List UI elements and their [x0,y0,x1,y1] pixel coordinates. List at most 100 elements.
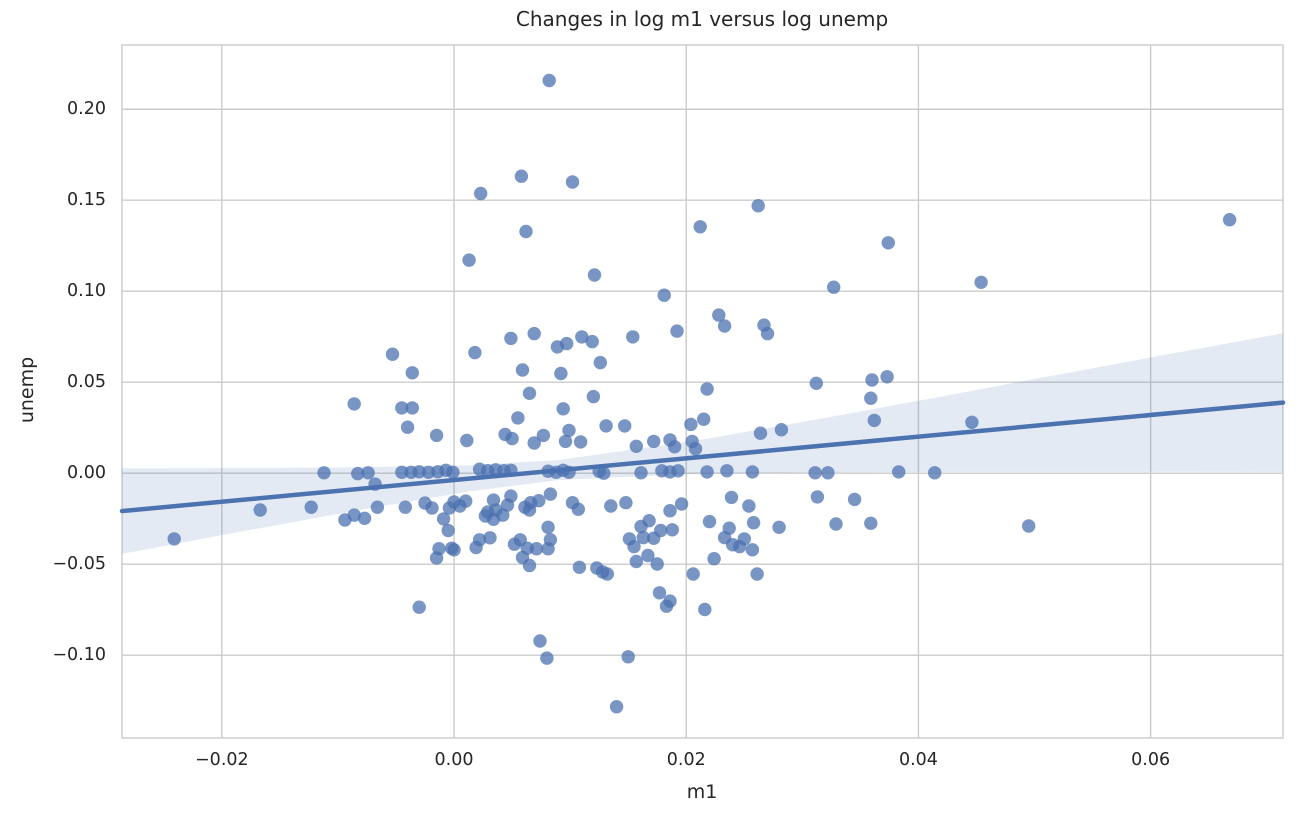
scatter-point [571,502,585,516]
scatter-point [511,411,525,425]
scatter-point [504,331,518,346]
scatter-point [304,500,318,514]
scatter-point [629,554,643,569]
scatter-point [558,434,573,449]
scatter-point [618,419,632,433]
scatter-points [167,73,1237,714]
scatter-point [881,236,895,250]
scatter-point [827,280,841,294]
scatter-point [663,504,677,518]
x-tick-label: 0.04 [898,750,938,770]
scatter-point [338,513,352,527]
scatter-point [542,73,556,88]
scatter-point [515,363,530,377]
scatter-point [405,366,419,380]
y-tick-label: 0.15 [67,190,106,211]
scatter-point [483,531,497,545]
scatter-point [540,651,554,665]
scatter-point [562,423,576,438]
scatter-point [742,499,756,513]
scatter-point [604,499,618,513]
scatter-point [543,533,558,547]
scatter-point [821,466,835,480]
scatter-point [573,435,588,449]
scatter-point [809,376,823,390]
scatter-point [543,487,558,501]
scatter-point [504,463,518,477]
y-tick-label: −0.05 [52,554,106,575]
scatter-point [514,169,529,183]
scatter-point [462,253,476,267]
x-tick-label: 0.02 [666,750,706,770]
scatter-point [647,434,661,449]
scatter-point [697,412,711,426]
scatter-point [626,330,640,344]
scatter-point [892,465,906,479]
scatter-point [746,516,761,530]
scatter-point [1021,519,1036,533]
scatter-point [636,530,650,545]
scatter-point [652,586,667,600]
scatter-point [554,366,568,381]
scatter-point [504,489,518,503]
scatter-point [974,275,988,289]
scatter-point [647,531,661,545]
scatter-point [587,268,602,282]
scatter-point [865,373,879,387]
scatter-point [541,520,555,534]
scatter-point [445,541,459,555]
scatter-point [693,220,707,234]
scatter-point [634,466,648,480]
gridlines [122,45,1283,738]
scatter-point [398,500,412,514]
scatter-point [562,465,576,479]
scatter-point [560,336,574,351]
scatter-point [253,503,267,517]
scatter-point [167,532,181,546]
scatter-point [400,420,415,434]
scatter-point [657,288,671,302]
scatter-point [532,494,546,508]
y-tick-label: 0.00 [67,463,106,484]
scatter-point [425,501,439,515]
scatter-point [1222,213,1237,227]
scatter-point [717,319,732,333]
scatter-point [395,465,409,479]
scatter-point [459,494,473,508]
scatter-point [864,391,878,405]
scatter-point [700,465,714,479]
scatter-point [880,370,894,384]
scatter-point [446,465,460,479]
scatter-point [522,558,537,573]
x-tick-label: −0.02 [195,750,249,770]
y-tick-label: 0.20 [67,99,106,120]
scatter-point [629,439,643,453]
scatter-point [505,431,519,446]
x-tick-label: 0.06 [1131,750,1171,770]
scatter-point [436,512,451,526]
scatter-point [829,517,843,531]
scatter-point [609,700,624,714]
scatter-point [750,567,764,581]
scatter-point [405,401,419,415]
scatter-point [565,175,580,189]
scatter-point [395,401,409,415]
scatter-point [686,567,700,581]
scatter-point [847,492,862,507]
scatter-point [585,334,599,349]
scatter-point [361,466,375,480]
scatter-point [667,440,682,454]
scatter-point [370,500,385,514]
scatter-point [688,442,703,456]
scatter-point [527,436,541,450]
y-tick-label: −0.10 [52,645,106,666]
scatter-point [745,465,760,479]
scatter-point [720,464,734,478]
scatter-point [474,186,488,201]
scatter-point [700,382,714,396]
scatter-point [572,560,587,574]
scatter-point [772,520,786,534]
x-tick-label: 0.00 [434,750,474,770]
scatter-point [737,532,751,546]
